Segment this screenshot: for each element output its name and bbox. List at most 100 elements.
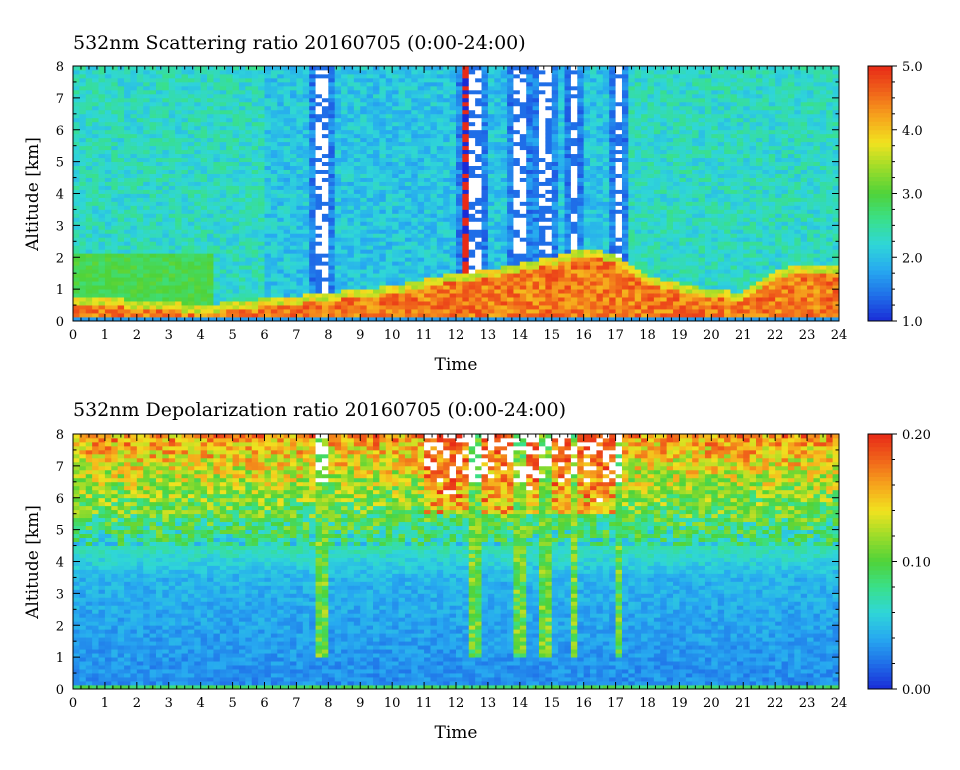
heatmap-cell: [232, 157, 240, 163]
heatmap-cell: [117, 257, 125, 262]
heatmap-cell: [207, 177, 214, 182]
heatmap-cell: [264, 117, 272, 123]
heatmap-cell: [124, 81, 131, 87]
heatmap-cell: [187, 73, 195, 79]
heatmap-cell: [475, 249, 482, 254]
heatmap-cell: [226, 81, 233, 87]
heatmap-cell: [366, 281, 374, 286]
heatmap-cell: [526, 93, 533, 99]
heatmap-cell: [538, 285, 546, 290]
heatmap-cell: [334, 201, 342, 206]
heatmap-cell: [545, 66, 553, 71]
heatmap-cell: [328, 197, 336, 202]
heatmap-cell: [411, 133, 419, 139]
heatmap-cell: [500, 273, 508, 278]
heatmap-cell: [85, 297, 93, 302]
heatmap-cell: [430, 293, 438, 298]
heatmap-cell: [564, 117, 572, 123]
heatmap-cell: [500, 277, 508, 282]
heatmap-cell: [532, 185, 540, 190]
heatmap-cell: [449, 241, 457, 246]
heatmap-cell: [238, 177, 246, 182]
heatmap-cell: [487, 189, 495, 194]
heatmap-cell: [500, 149, 508, 155]
heatmap-cell: [98, 201, 106, 206]
heatmap-cell: [347, 109, 355, 115]
heatmap-cell: [130, 185, 138, 190]
heatmap-cell: [315, 189, 323, 194]
heatmap-cell: [238, 129, 246, 135]
heatmap-cell: [264, 313, 272, 318]
heatmap-cell: [500, 221, 508, 226]
heatmap-cell: [526, 221, 533, 226]
heatmap-cell: [149, 101, 157, 107]
heatmap-cell: [155, 233, 163, 238]
heatmap-cell: [270, 245, 278, 250]
heatmap-cell: [494, 105, 502, 111]
heatmap-cell: [264, 169, 272, 174]
heatmap-cell: [564, 177, 572, 182]
heatmap-cell: [417, 257, 425, 262]
heatmap-cell: [334, 301, 342, 306]
heatmap-cell: [226, 189, 233, 194]
heatmap-cell: [424, 73, 431, 79]
heatmap-cell: [200, 157, 208, 163]
heatmap-cell: [98, 125, 106, 131]
heatmap-cell: [130, 197, 138, 202]
heatmap-cell: [73, 129, 80, 135]
heatmap-cell: [194, 293, 202, 298]
heatmap-cell: [353, 117, 361, 123]
heatmap-cell: [328, 225, 336, 230]
heatmap-cell: [162, 105, 170, 111]
heatmap-cell: [475, 317, 482, 322]
heatmap-cell: [513, 185, 521, 190]
heatmap-cell: [168, 281, 176, 286]
heatmap-cell: [519, 117, 527, 123]
heatmap-cell: [207, 185, 214, 190]
heatmap-cell: [213, 177, 221, 182]
heatmap-cell: [366, 213, 374, 218]
heatmap-cell: [417, 66, 425, 71]
heatmap-cell: [124, 129, 131, 135]
heatmap-cell: [379, 285, 387, 290]
heatmap-cell: [411, 137, 419, 143]
heatmap-cell: [117, 105, 125, 111]
heatmap-cell: [219, 241, 227, 246]
heatmap-cell: [92, 81, 99, 87]
heatmap-cell: [238, 165, 246, 170]
heatmap-cell: [136, 285, 144, 290]
heatmap-cell: [251, 77, 259, 83]
heatmap-cell: [143, 201, 150, 206]
heatmap-cell: [475, 169, 482, 174]
heatmap-cell: [251, 205, 259, 210]
heatmap-cell: [398, 245, 406, 250]
heatmap-cell: [366, 273, 374, 278]
heatmap-cell: [532, 77, 540, 83]
heatmap-cell: [532, 221, 540, 226]
heatmap-cell: [104, 281, 112, 286]
heatmap-cell: [417, 105, 425, 111]
heatmap-cell: [443, 313, 451, 318]
heatmap-cell: [341, 101, 348, 107]
heatmap-cell: [551, 125, 559, 131]
heatmap-cell: [290, 225, 297, 230]
heatmap-cell: [238, 305, 246, 310]
heatmap-cell: [245, 201, 253, 206]
heatmap-cell: [398, 225, 406, 230]
heatmap-cell: [92, 157, 99, 163]
heatmap-cell: [398, 85, 406, 91]
heatmap-cell: [538, 209, 546, 214]
heatmap-cell: [392, 269, 399, 274]
heatmap-cell: [456, 157, 463, 163]
heatmap-cell: [264, 229, 272, 234]
heatmap-cell: [551, 153, 559, 159]
heatmap-cell: [124, 137, 131, 143]
heatmap-cell: [181, 189, 189, 194]
heatmap-cell: [98, 149, 106, 155]
heatmap-cell: [436, 169, 444, 174]
heatmap-cell: [558, 233, 565, 238]
heatmap-cell: [226, 301, 233, 306]
heatmap-cell: [232, 221, 240, 226]
heatmap-cell: [232, 293, 240, 298]
heatmap-cell: [104, 85, 112, 91]
